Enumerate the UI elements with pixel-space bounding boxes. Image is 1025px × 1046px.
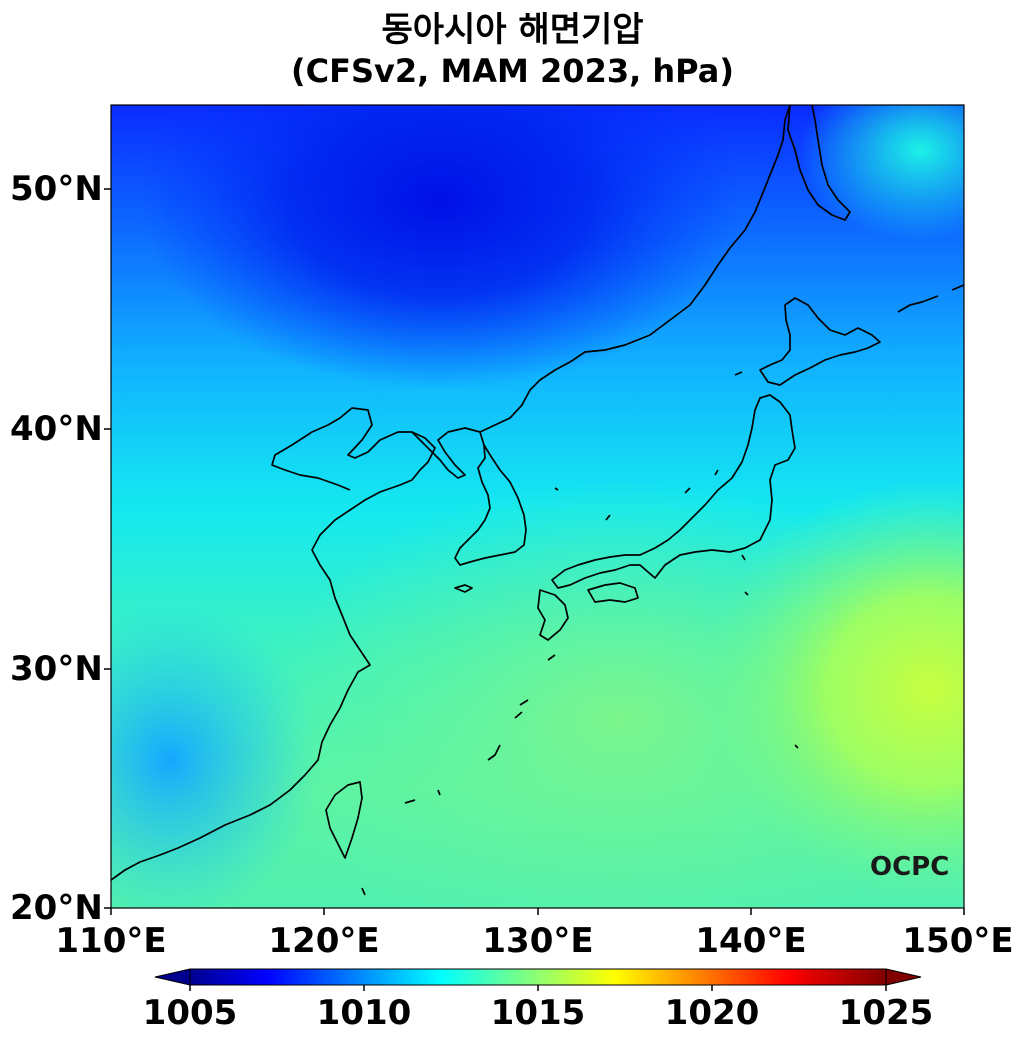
colorbar: [154, 968, 922, 991]
lon-tick-label: 150°E: [902, 921, 1014, 961]
ocpc-logo-text: OCPC: [870, 852, 949, 882]
coastline-honshu: [551, 394, 796, 589]
colorbar-tick-label: 1005: [142, 993, 238, 1033]
map-subtitle: (CFSv2, MAM 2023, hPa): [291, 52, 734, 90]
colorbar-tick-label: 1015: [490, 993, 586, 1033]
lat-tick-label: 40°N: [10, 409, 103, 449]
lon-tick-label: 120°E: [268, 921, 380, 961]
lon-tick-label: 140°E: [695, 921, 807, 961]
pressure-field: [111, 105, 964, 908]
ocpc-logo: OCPC: [870, 852, 949, 882]
coastline-taiwan: [325, 781, 363, 859]
colorbar-tick-label: 1020: [664, 993, 760, 1033]
lat-tick-label: 20°N: [10, 888, 103, 928]
map-title: 동아시아 해면기압: [381, 10, 644, 50]
coastline-hokkaido: [759, 297, 881, 386]
coastline-korea-russia: [411, 105, 791, 566]
coastline-mainland: [111, 407, 436, 881]
colorbar-tick-label: 1010: [316, 993, 412, 1033]
axis-ticks: [104, 188, 965, 915]
coastlines: [111, 105, 964, 896]
coastline-kyushu: [537, 589, 569, 641]
coastline-shikoku: [587, 582, 639, 603]
lat-tick-label: 50°N: [10, 169, 103, 209]
coastline-islets: [361, 284, 964, 896]
lon-tick-label: 110°E: [55, 921, 167, 961]
lat-tick-label: 30°N: [10, 649, 103, 689]
coastline-jeju: [454, 584, 473, 593]
colorbar-tick-label: 1025: [838, 993, 934, 1033]
lon-tick-label: 130°E: [482, 921, 594, 961]
coastline-sakhalin: [787, 105, 851, 221]
